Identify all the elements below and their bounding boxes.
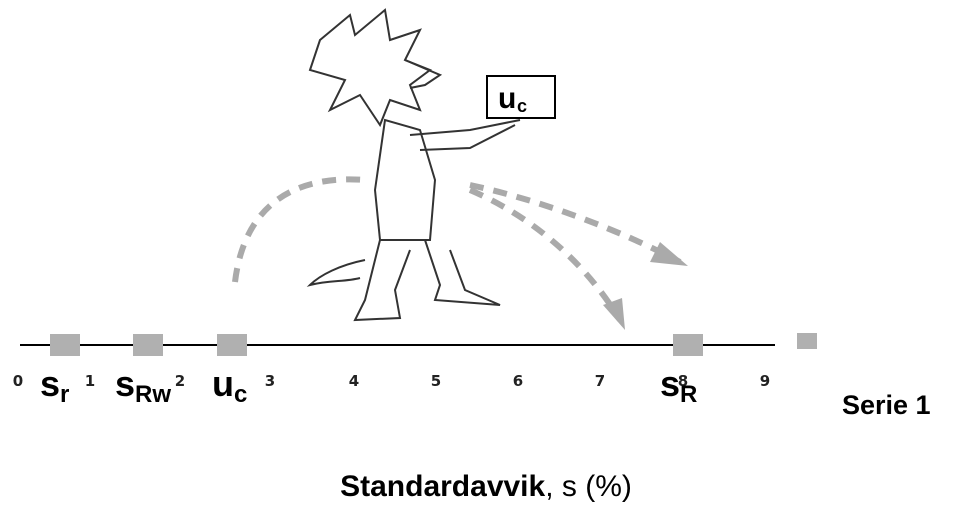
ticks: 0 1 2 3 4 5 6 7 8 9 — [13, 372, 770, 390]
marker-subscript: Rw — [135, 381, 171, 408]
marker-label: sr — [40, 363, 69, 408]
marker-symbol: u — [212, 363, 234, 404]
marker-label: uc — [212, 363, 247, 408]
markers: sr sRw uc sR — [40, 334, 703, 408]
tick-label: 0 — [13, 372, 23, 390]
tick-label: 4 — [349, 372, 359, 390]
tick-label: 9 — [760, 372, 770, 390]
tick-label: 1 — [85, 372, 95, 390]
legend-label: Serie 1 — [842, 390, 931, 420]
axis-title: Standardavvik, s (%) — [340, 470, 632, 503]
troll-illustration — [306, 8, 521, 322]
legend-swatch — [797, 333, 817, 349]
marker-subscript: R — [680, 381, 697, 408]
marker-symbol: s — [40, 363, 60, 404]
card-symbol: u — [498, 82, 516, 115]
axis-title-rest: , s (%) — [545, 470, 632, 503]
card-subscript: c — [517, 96, 527, 116]
marker-symbol: s — [660, 363, 680, 404]
marker-label: sRw — [115, 363, 171, 408]
card — [486, 75, 556, 119]
tick-label: 7 — [595, 372, 605, 390]
tick-label: 2 — [175, 372, 185, 390]
tick-label: 6 — [513, 372, 523, 390]
marker-square — [673, 334, 703, 356]
tick-label: 3 — [265, 372, 275, 390]
arrow-heads — [603, 242, 688, 330]
marker-square — [133, 334, 163, 356]
marker-label: sR — [660, 363, 697, 408]
marker-square — [50, 334, 80, 356]
tick-label: 8 — [678, 372, 688, 390]
marker-subscript: r — [60, 381, 69, 408]
tick-label: 5 — [431, 372, 441, 390]
marker-square — [217, 334, 247, 356]
marker-subscript: c — [234, 381, 247, 408]
axis-title-bold: Standardavvik — [340, 470, 545, 503]
marker-symbol: s — [115, 363, 135, 404]
